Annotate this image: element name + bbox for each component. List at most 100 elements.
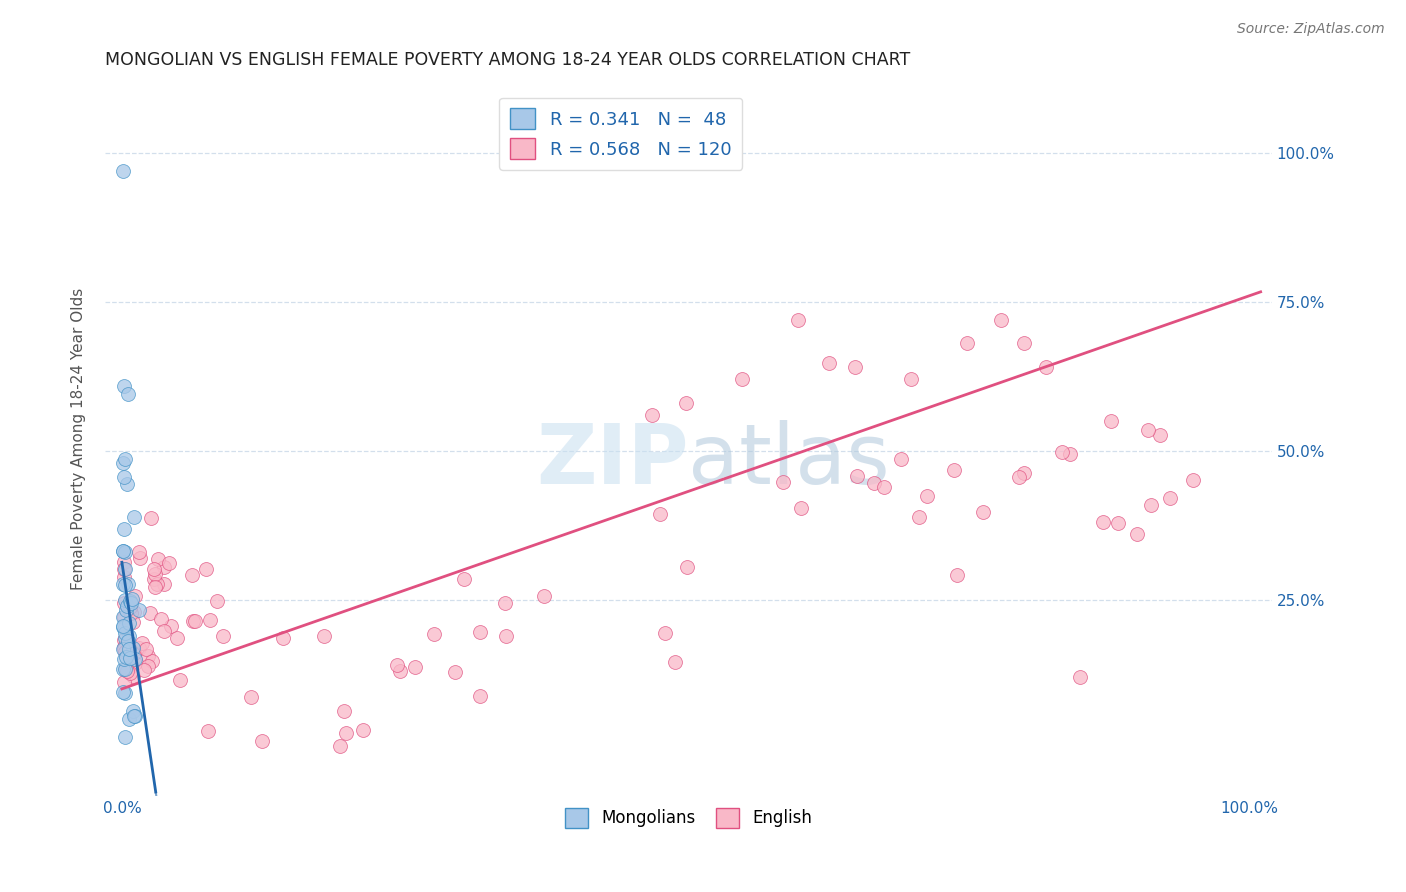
Point [787,312,810,326]
Point [114,645,136,659]
Point [139,510,162,524]
Point [112,640,135,655]
Point [333,704,356,718]
Point [112,662,135,676]
Point [915,489,938,503]
Point [117,386,139,401]
Point [181,567,204,582]
Point [114,562,136,576]
Point [114,631,136,645]
Point [873,480,896,494]
Point [153,560,176,574]
Point [118,595,141,609]
Point [1125,527,1147,541]
Text: MONGOLIAN VS ENGLISH FEMALE POVERTY AMONG 18-24 YEAR OLDS CORRELATION CHART: MONGOLIAN VS ENGLISH FEMALE POVERTY AMON… [105,51,910,69]
Point [664,655,686,669]
Point [946,568,969,582]
Point [124,605,146,619]
Point [124,656,146,670]
Point [114,730,136,744]
Point [495,629,517,643]
Point [772,475,794,489]
Point [1140,499,1163,513]
Point [385,658,408,673]
Point [453,572,475,586]
Point [115,664,138,678]
Point [117,577,139,591]
Point [114,592,136,607]
Point [112,576,135,591]
Point [114,625,136,640]
Point [329,739,352,754]
Point [1149,427,1171,442]
Point [114,451,136,466]
Point [146,576,169,591]
Point [468,625,491,640]
Y-axis label: Female Poverty Among 18-24 Year Olds: Female Poverty Among 18-24 Year Olds [72,287,86,590]
Point [124,589,146,603]
Point [152,624,174,638]
Point [128,603,150,617]
Point [533,589,555,603]
Point [114,686,136,700]
Point [648,507,671,521]
Point [153,577,176,591]
Point [112,596,135,610]
Point [121,640,143,655]
Point [112,522,135,536]
Point [112,570,135,584]
Point [1181,474,1204,488]
Point [956,336,979,351]
Point [112,555,135,569]
Point [112,456,135,470]
Point [112,544,135,558]
Text: atlas: atlas [689,419,890,500]
Point [114,545,136,559]
Point [675,396,697,410]
Point [118,649,141,664]
Text: ZIP: ZIP [536,419,689,500]
Point [149,612,172,626]
Point [143,562,166,576]
Point [118,712,141,726]
Point [122,646,145,660]
Point [900,372,922,386]
Point [252,733,274,747]
Point [112,544,135,558]
Point [121,591,143,606]
Point [335,726,357,740]
Point [124,708,146,723]
Point [115,476,138,491]
Point [117,634,139,648]
Point [112,620,135,634]
Point [1159,491,1181,506]
Point [118,641,141,656]
Point [1050,445,1073,459]
Point [115,599,138,613]
Point [239,690,262,704]
Point [1059,447,1081,461]
Point [1069,670,1091,684]
Point [404,660,426,674]
Point [160,619,183,633]
Point [846,468,869,483]
Point [197,724,219,739]
Point [389,664,412,678]
Point [120,593,142,607]
Point [112,632,135,647]
Point [129,550,152,565]
Point [271,631,294,645]
Point [112,642,135,657]
Point [198,613,221,627]
Point [115,660,138,674]
Point [1137,423,1160,437]
Point [972,505,994,519]
Point [120,606,142,620]
Point [118,650,141,665]
Point [731,372,754,386]
Point [112,684,135,698]
Point [120,660,142,674]
Point [112,609,135,624]
Point [1012,466,1035,480]
Point [423,627,446,641]
